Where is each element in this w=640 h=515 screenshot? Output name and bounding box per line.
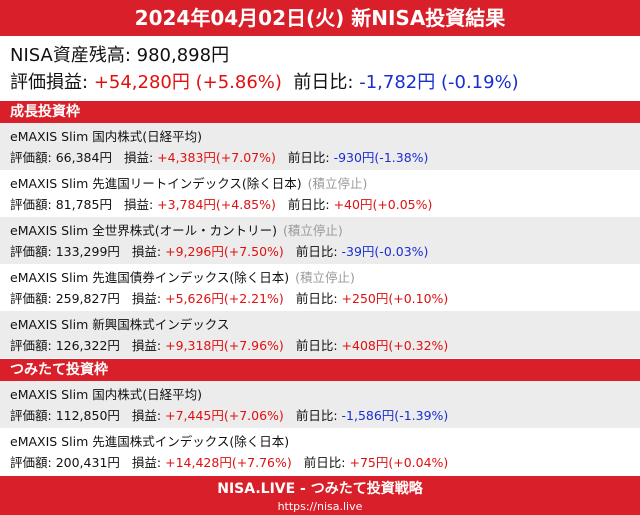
profit: +9,296円(+7.50%) (165, 244, 284, 259)
valuation: 259,827円 (55, 291, 120, 306)
fund-list: eMAXIS Slim 国内株式(日経平均) 評価額: 112,850円 損益: +… (0, 381, 640, 475)
fund-name-line: eMAXIS Slim 国内株式(日経平均) (10, 126, 630, 147)
fund-values: 評価額: 112,850円 損益: +7,445円(+7.06%) 前日比: -1,… (10, 405, 630, 426)
fund-name: eMAXIS Slim 全世界株式(オール・カントリー) (10, 223, 277, 238)
balance: 980,898円 (136, 45, 230, 66)
fund-values: 評価額: 200,431円 損益: +14,428円(+7.76%) 前日比: +7… (10, 452, 630, 473)
label: 損益: (131, 338, 162, 353)
profit-pct: (+5.86%) (195, 72, 282, 93)
fund-row: eMAXIS Slim 先進国リートインデックス(除く日本) (積立停止) 評価額:… (0, 170, 640, 217)
profit: +5,626円(+2.21%) (165, 291, 284, 306)
label: 損益: (131, 291, 162, 306)
profit: +4,383円(+7.07%) (157, 150, 276, 165)
day-change: -39円(-0.03%) (341, 244, 429, 259)
footer: NISA.LIVE - つみたて投資戦略 https://nisa.live (0, 476, 640, 515)
label: NISA資産残高: (10, 45, 131, 66)
label: 損益: (131, 408, 162, 423)
valuation: 112,850円 (55, 408, 120, 423)
fund-values: 評価額: 81,785円 損益: +3,784円(+4.85%) 前日比: +40円… (10, 194, 630, 215)
label: 前日比: (287, 197, 330, 212)
day-change: +75円(+0.04%) (349, 455, 449, 470)
fund-name: eMAXIS Slim 先進国債券インデックス(除く日本) (10, 270, 290, 285)
fund-name: eMAXIS Slim 国内株式(日経平均) (10, 129, 202, 144)
fund-name-line: eMAXIS Slim 先進国リートインデックス(除く日本) (積立停止) (10, 173, 630, 194)
fund-name-line: eMAXIS Slim 国内株式(日経平均) (10, 384, 630, 405)
valuation: 81,785円 (55, 197, 112, 212)
valuation: 66,384円 (55, 150, 112, 165)
valuation: 126,322円 (55, 338, 120, 353)
fund-name: eMAXIS Slim 先進国リートインデックス(除く日本) (10, 176, 302, 191)
label: 評価額: (10, 338, 52, 353)
profit: +7,445円(+7.06%) (165, 408, 284, 423)
label: 前日比: (295, 338, 338, 353)
valuation: 200,431円 (55, 455, 120, 470)
label: 評価額: (10, 244, 52, 259)
footer-title: NISA.LIVE - つみたて投資戦略 (217, 481, 423, 497)
label: 前日比: (295, 291, 338, 306)
profit: +9,318円(+7.96%) (165, 338, 284, 353)
day-change: -930円(-1.38%) (333, 150, 429, 165)
profit: +3,784円(+4.85%) (157, 197, 276, 212)
summary: NISA資産残高: 980,898円 評価損益: +54,280円 (+5.86… (0, 36, 640, 100)
valuation: 133,299円 (55, 244, 120, 259)
label: 前日比: (295, 408, 338, 423)
fund-name: eMAXIS Slim 国内株式(日経平均) (10, 387, 202, 402)
sections: 成長投資枠 eMAXIS Slim 国内株式(日経平均) 評価額: 66,384円損… (0, 101, 640, 475)
fund-name-line: eMAXIS Slim 新興国株式インデックス (10, 314, 630, 335)
section-title: 成長投資枠 (0, 101, 640, 123)
label: 評価額: (10, 197, 52, 212)
label: 前日比: (295, 244, 338, 259)
label: 評価額: (10, 408, 52, 423)
label: 前日比: (303, 455, 346, 470)
section-title: つみたて投資枠 (0, 359, 640, 381)
day-change: -1,782円 (359, 72, 436, 93)
balance-line: NISA資産残高: 980,898円 (10, 42, 630, 69)
label: 損益: (123, 150, 154, 165)
label: 損益: (123, 197, 154, 212)
fund-values: 評価額: 133,299円 損益: +9,296円(+7.50%) 前日比: -39… (10, 241, 630, 262)
day-change: +408円(+0.32%) (341, 338, 449, 353)
label: 評価額: (10, 455, 52, 470)
profit: +54,280円 (93, 72, 190, 93)
fund-note: (積立停止) (282, 223, 343, 238)
fund-note: (積立停止) (295, 270, 355, 285)
fund-values: 評価額: 126,322円 損益: +9,318円(+7.96%) 前日比: +40… (10, 335, 630, 356)
fund-name: eMAXIS Slim 新興国株式インデックス (10, 317, 230, 332)
fund-name-line: eMAXIS Slim 先進国債券インデックス(除く日本) (積立停止) (10, 267, 630, 288)
label: 損益: (131, 455, 162, 470)
fund-row: eMAXIS Slim 先進国株式インデックス(除く日本) 評価額: 200,43… (0, 428, 640, 475)
fund-name-line: eMAXIS Slim 先進国株式インデックス(除く日本) (10, 431, 630, 452)
label: 損益: (131, 244, 162, 259)
profit-line: 評価損益: +54,280円 (+5.86%) 前日比: -1,782円 (-0… (10, 69, 630, 96)
fund-list: eMAXIS Slim 国内株式(日経平均) 評価額: 66,384円 損益: +4… (0, 123, 640, 358)
fund-row: eMAXIS Slim 先進国債券インデックス(除く日本) (積立停止) 評価額: … (0, 264, 640, 311)
fund-row: eMAXIS Slim 全世界株式(オール・カントリー) (積立停止) 評価額: 1… (0, 217, 640, 264)
label: 評価損益: (10, 72, 89, 93)
fund-row: eMAXIS Slim 国内株式(日経平均) 評価額: 112,850円 損益: +… (0, 381, 640, 428)
fund-row: eMAXIS Slim 国内株式(日経平均) 評価額: 66,384円 損益: +4… (0, 123, 640, 170)
footer-url: https://nisa.live (277, 500, 363, 513)
day-change: +40円(+0.05%) (333, 197, 433, 212)
label: 前日比: (287, 150, 330, 165)
fund-name-line: eMAXIS Slim 全世界株式(オール・カントリー) (積立停止) (10, 220, 630, 241)
fund-row: eMAXIS Slim 新興国株式インデックス評価額: 126,322円 損益: … (0, 311, 640, 358)
label: 評価額: (10, 291, 52, 306)
day-pct: (-0.19%) (440, 72, 519, 93)
label: 前日比: (293, 72, 354, 93)
fund-note: (積立停止) (307, 176, 368, 191)
day-change: +250円(+0.10%) (341, 291, 449, 306)
day-change: -1,586円(-1.39%) (341, 408, 449, 423)
fund-name: eMAXIS Slim 先進国株式インデックス(除く日本) (10, 434, 290, 449)
fund-values: 評価額: 259,827円 損益: +5,626円(+2.21%) 前日比: +25… (10, 288, 630, 309)
profit: +14,428円(+7.76%) (165, 455, 292, 470)
label: 評価額: (10, 150, 52, 165)
page-title: 2024年04月02日(火) 新NISA投資結果 (0, 0, 640, 36)
fund-values: 評価額: 66,384円 損益: +4,383円(+7.07%) 前日比: -930… (10, 147, 630, 168)
